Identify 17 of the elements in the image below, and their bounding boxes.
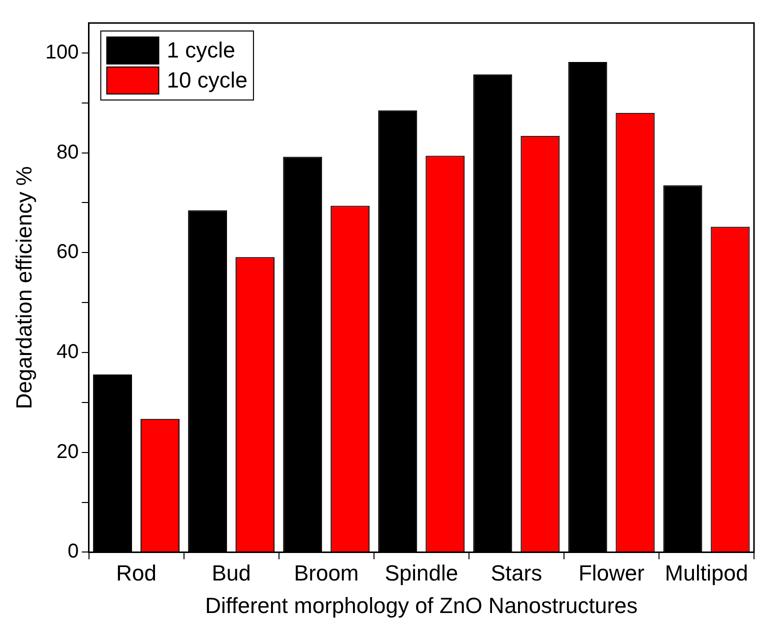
y-tick-label: 80	[56, 141, 79, 164]
legend-label: 1 cycle	[166, 38, 236, 63]
y-tick-label: 0	[68, 540, 79, 563]
x-axis-title: Different morphology of ZnO Nanostructures	[205, 592, 638, 618]
x-tick-label: Stars	[490, 560, 542, 586]
x-tick-label: Multipod	[664, 560, 748, 586]
y-tick-label: 40	[56, 341, 79, 364]
y-tick-label: 60	[56, 241, 79, 264]
y-tick-label: 100	[45, 41, 79, 64]
x-tick-label: Flower	[578, 560, 644, 586]
x-tick-label: Spindle	[384, 560, 458, 586]
legend-label: 10 cycle	[166, 68, 248, 93]
x-tick-label: Rod	[116, 560, 156, 586]
y-axis-title: Degardation efficiency %	[11, 166, 36, 410]
x-tick-label: Broom	[294, 560, 359, 586]
y-tick-label: 20	[56, 440, 79, 463]
x-tick-label: Bud	[212, 560, 251, 586]
